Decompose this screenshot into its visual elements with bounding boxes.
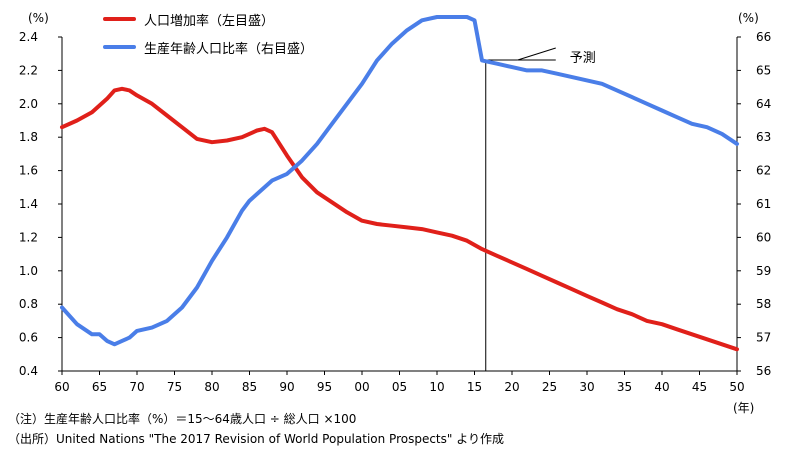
legend-label-growth: 人口増加率（左目盛）: [144, 14, 275, 29]
x-tick-label: 35: [617, 380, 632, 394]
x-tick-label: 75: [167, 380, 182, 394]
right-tick-label: 60: [756, 230, 771, 244]
x-tick-label: 25: [542, 380, 557, 394]
x-tick-label: 90: [279, 380, 294, 394]
left-tick-label: 0.6: [19, 331, 38, 345]
x-tick-label: 80: [204, 380, 219, 394]
x-tick-label: 00: [354, 380, 369, 394]
left-tick-label: 1.0: [19, 264, 38, 278]
left-tick-label: 1.6: [19, 164, 38, 178]
series-line-population-growth: [60, 86, 739, 352]
right-tick-label: 62: [756, 164, 771, 178]
x-tick-label: 30: [579, 380, 594, 394]
left-tick-label: 2.2: [19, 63, 38, 77]
right-tick-label: 57: [756, 331, 771, 345]
x-tick-label: 05: [392, 380, 407, 394]
note-definition: （注）生産年齢人口比率（%）＝15～64歳人口 ÷ 総人口 ×100: [8, 412, 357, 426]
legend-swatch-working-age: [103, 45, 136, 49]
left-tick-label: 1.8: [19, 130, 38, 144]
note-source: （出所）United Nations "The 2017 Revision of…: [8, 432, 504, 446]
right-tick-label: 61: [756, 197, 771, 211]
right-tick-label: 66: [756, 30, 771, 44]
forecast-callout-line: [517, 47, 556, 61]
x-tick-label: 65: [92, 380, 107, 394]
x-tick-label: 95: [317, 380, 332, 394]
x-tick-label: 45: [692, 380, 707, 394]
left-tick-label: 1.2: [19, 230, 38, 244]
x-tick-label: 40: [654, 380, 669, 394]
x-tick-label: 70: [129, 380, 144, 394]
right-tick-label: 59: [756, 264, 771, 278]
left-tick-label: 1.4: [19, 197, 38, 211]
x-tick-label: 15: [467, 380, 482, 394]
right-tick-label: 56: [756, 364, 771, 378]
right-tick-label: 65: [756, 63, 771, 77]
x-tick-label: 85: [242, 380, 257, 394]
right-axis-unit: (%): [738, 11, 759, 25]
x-tick-label: 60: [54, 380, 69, 394]
left-axis-unit: (%): [28, 11, 49, 25]
legend-swatch-growth: [103, 17, 136, 21]
series-line-working-age-ratio: [60, 15, 739, 347]
forecast-label: 予測: [570, 51, 596, 66]
x-axis-unit: (年): [733, 401, 754, 415]
right-tick-label: 64: [756, 97, 771, 111]
left-tick-label: 2.0: [19, 97, 38, 111]
x-tick-label: 50: [729, 380, 744, 394]
x-tick-label: 10: [429, 380, 444, 394]
legend-label-working-age: 生産年齢人口比率（右目盛）: [144, 42, 314, 57]
left-tick-label: 0.4: [19, 364, 38, 378]
right-tick-label: 58: [756, 297, 771, 311]
left-tick-label: 2.4: [19, 30, 38, 44]
x-tick-label: 20: [504, 380, 519, 394]
right-tick-label: 63: [756, 130, 771, 144]
left-tick-label: 0.8: [19, 297, 38, 311]
